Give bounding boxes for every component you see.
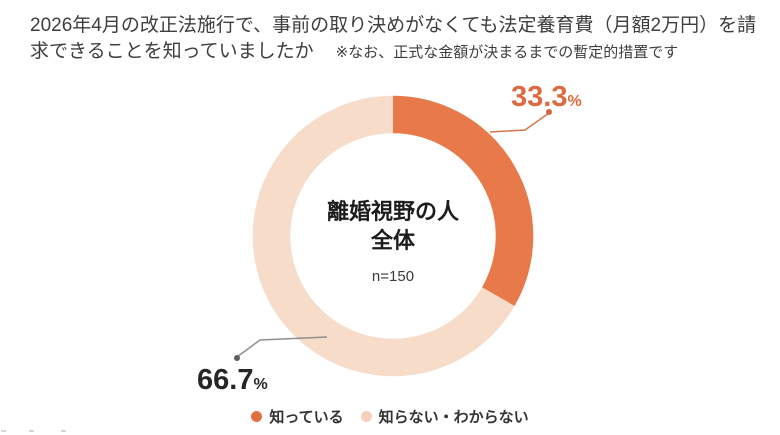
legend-dot-unaware-icon [360, 411, 372, 422]
legend-label-unaware: 知らない・わからない [378, 409, 529, 426]
percent-unit-unaware: % [253, 376, 268, 393]
center-group-line2: 全体 [370, 228, 415, 253]
cropped-text-artifact [61, 430, 66, 432]
cropped-text-artifact [29, 430, 34, 432]
cropped-text-artifact [1, 430, 6, 432]
chart-title-note: ※なお、正式な金額が決まるまでの暫定的措置です [335, 44, 679, 61]
leader-line-aware [489, 112, 550, 133]
legend-label-aware: 知っている [269, 409, 344, 426]
legend-dot-aware-icon [251, 411, 263, 422]
sample-size: n=150 [371, 268, 415, 285]
chart-title-line1: 2026年4月の改正法施行で、事前の取り決めがなくても法定養育費（月額2万円）を… [30, 15, 757, 36]
donut-segment-aware [392, 95, 534, 306]
percent-label-unaware: 66.7% [197, 365, 268, 400]
percent-value-aware: 33.3 [511, 81, 568, 113]
leader-dot-aware [546, 109, 552, 115]
chart-legend: 知っている 知らない・わからない [0, 406, 780, 427]
percent-value-unaware: 66.7 [197, 364, 254, 396]
chart-title: 2026年4月の改正法施行で、事前の取り決めがなくても法定養育費（月額2万円）を… [30, 13, 770, 66]
center-group-line1: 離婚視野の人 [326, 199, 459, 224]
chart-title-line2: 求できることを知っていましたか [30, 41, 314, 62]
percent-unit-aware: % [567, 93, 582, 110]
leader-line-unaware [236, 336, 328, 358]
legend-item-aware: 知っている [251, 406, 344, 427]
percent-label-aware: 33.3% [511, 82, 582, 117]
donut-center-text: 離婚視野の人 全体 n=150 [243, 197, 543, 285]
legend-item-unaware: 知らない・わからない [360, 406, 529, 427]
leader-dot-unaware [234, 355, 240, 361]
chart-title-line2-wrap: 求できることを知っていましたか ※なお、正式な金額が決まるまでの暫定的措置です [30, 39, 770, 66]
